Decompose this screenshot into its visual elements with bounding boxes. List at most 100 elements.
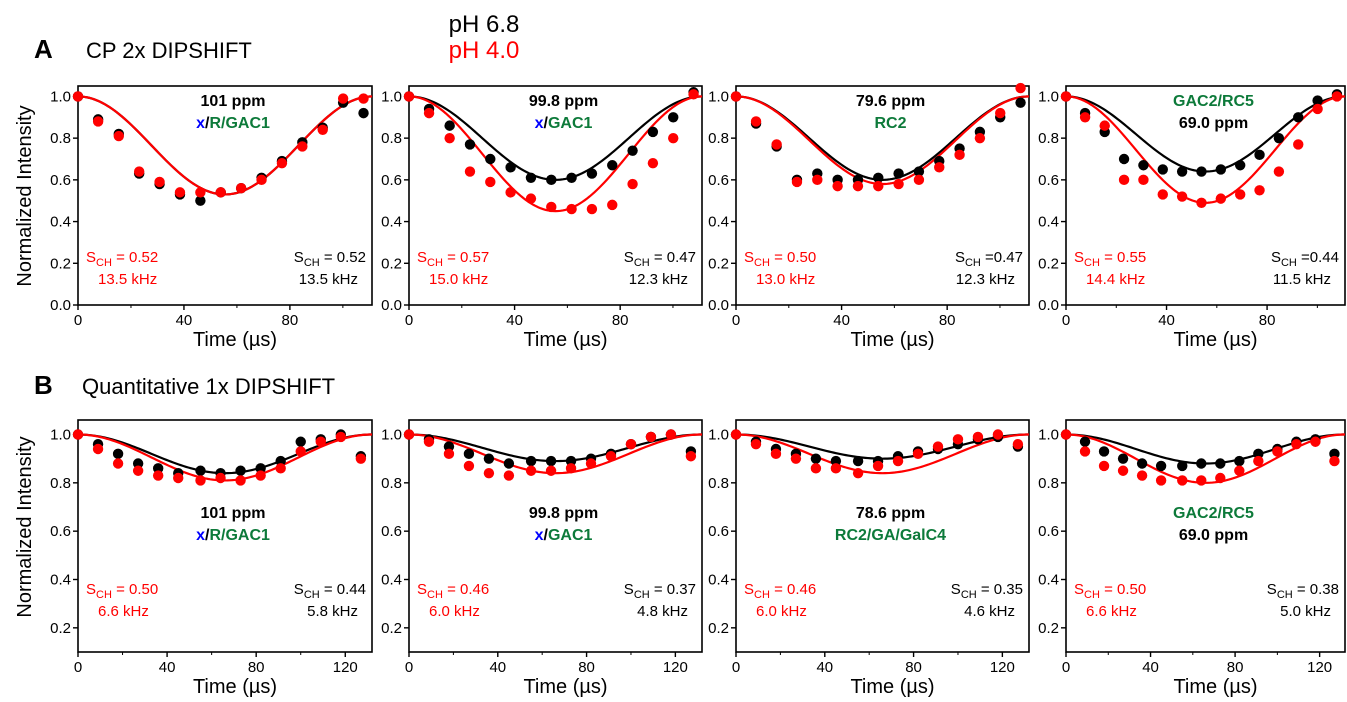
y-tick-label: 0.0: [708, 297, 729, 314]
x-axis-title: Time (µs): [193, 676, 277, 698]
fit-curve-ph40: [77, 95, 373, 196]
x-axis-title: Time (µs): [523, 676, 607, 698]
y-tick-label: 0.4: [381, 572, 402, 589]
data-point-ph40: [647, 157, 659, 169]
coupling-ph68: 13.5 kHz: [299, 271, 358, 288]
s-ch-label-ph40: SCH = 0.46: [744, 581, 816, 601]
y-tick-label: 0.6: [1038, 172, 1059, 189]
annotation-line: GAC2/RC5: [1173, 93, 1254, 110]
data-point-ph68: [235, 465, 246, 476]
y-tick-label: 0.8: [381, 475, 402, 492]
data-point-ph40: [546, 201, 557, 213]
data-point-ph40: [358, 93, 369, 104]
coupling-ph40: 15.0 kHz: [429, 271, 488, 288]
s-subscript: CH: [427, 257, 443, 269]
data-point-ph68: [525, 172, 537, 183]
y-tick-label: 0.6: [381, 172, 402, 189]
data-point-ph68: [195, 465, 206, 476]
x-tick-label: 40: [159, 659, 176, 676]
coupling-ph68: 5.0 kHz: [1280, 603, 1331, 620]
y-tick-label: 0.6: [708, 523, 729, 540]
data-point-ph40: [215, 472, 226, 484]
s-ch-label-ph68: SCH = 0.47: [624, 249, 696, 269]
x-tick-label: 40: [506, 312, 523, 329]
data-point-ph68: [565, 455, 577, 467]
y-tick-label: 0.6: [50, 523, 71, 540]
coupling-ph68: 12.3 kHz: [629, 271, 688, 288]
data-point-ph40: [132, 465, 144, 476]
data-point-ph40: [605, 451, 617, 462]
s-ch-label-ph68: SCH = 0.37: [624, 581, 696, 601]
y-axis-label-a: Normalized Intensity: [14, 105, 36, 286]
annotation-part: 99.8 ppm: [529, 505, 598, 522]
s-ch-label-ph40: SCH = 0.57: [417, 249, 489, 269]
y-tick-label: 0.2: [1038, 620, 1059, 637]
data-point-ph68: [830, 455, 842, 467]
data-point-ph68: [1118, 153, 1130, 165]
annotation-part: x: [535, 115, 544, 132]
data-point-ph68: [464, 139, 476, 150]
x-tick-label: 120: [333, 659, 358, 676]
data-point-ph40: [72, 91, 84, 102]
s-value: = 0.46: [770, 581, 816, 598]
s-subscript: CH: [1084, 589, 1100, 601]
s-subscript: CH: [754, 589, 770, 601]
coupling-ph68: 5.8 kHz: [307, 603, 358, 620]
s-value: = 0.57: [443, 249, 489, 266]
data-point-ph40: [1099, 120, 1110, 131]
s-ch-label-ph40: SCH = 0.52: [86, 249, 158, 269]
s-value: = 0.55: [1100, 249, 1146, 266]
data-point-ph40: [665, 429, 677, 440]
data-point-ph40: [72, 429, 84, 440]
data-point-ph40: [1253, 455, 1264, 467]
data-point-ph40: [832, 180, 843, 192]
annotation-line: RC2: [874, 115, 906, 132]
s-symbol: S: [86, 249, 96, 266]
s-ch-label-ph40: SCH = 0.50: [744, 249, 816, 269]
annotation-line: GAC2/RC5: [1173, 505, 1254, 522]
annotation-part: GAC2/RC5: [1173, 505, 1254, 522]
data-point-ph68: [112, 448, 124, 460]
s-ch-label-ph40: SCH = 0.46: [417, 581, 489, 601]
data-point-ph68: [152, 463, 164, 474]
s-symbol: S: [955, 249, 965, 266]
data-point-ph40: [1272, 446, 1283, 457]
data-point-ph40: [1118, 174, 1130, 186]
data-point-ph40: [625, 438, 637, 450]
s-ch-label-ph68: SCH = 0.38: [1267, 581, 1339, 601]
data-point-ph40: [585, 458, 597, 469]
y-tick-label: 0.6: [708, 172, 729, 189]
data-point-ph68: [195, 195, 206, 206]
coupling-ph68: 4.6 kHz: [964, 603, 1015, 620]
annotation-line: 69.0 ppm: [1179, 527, 1248, 544]
data-point-ph40: [932, 441, 944, 452]
data-point-ph40: [992, 429, 1004, 440]
annotation-line: 99.8 ppm: [529, 93, 598, 110]
data-point-ph40: [873, 180, 884, 192]
s-subscript: CH: [1277, 589, 1293, 601]
data-point-ph68: [647, 126, 659, 138]
y-tick-label: 0.8: [708, 475, 729, 492]
annotation-part: /: [205, 527, 210, 544]
s-ch-label-ph68: SCH = 0.52: [294, 249, 366, 269]
data-point-ph40: [403, 429, 415, 440]
data-point-ph68: [1117, 453, 1129, 464]
data-point-ph40: [1312, 103, 1323, 115]
data-point-ph68: [358, 107, 369, 119]
annotation-part: 78.6 ppm: [856, 505, 925, 522]
data-point-ph40: [256, 174, 267, 186]
data-point-ph40: [174, 187, 186, 198]
data-point-ph40: [355, 453, 367, 464]
data-point-ph40: [485, 176, 496, 188]
s-subscript: CH: [304, 257, 320, 269]
data-point-ph40: [852, 467, 864, 479]
y-axis-label-b: Normalized Intensity: [14, 436, 36, 617]
data-point-ph68: [483, 453, 495, 464]
data-point-ph40: [750, 438, 762, 450]
x-tick-label: 40: [816, 659, 833, 676]
chart-panel-a3: 0 40 80 Time (µs) 0.0 0.2 0.4 0.6 0.8 1.0 79.6 ppm…: [708, 82, 1030, 351]
annotation-part: RC2/GA/GalC4: [835, 527, 946, 544]
annotation-part: /: [544, 527, 549, 544]
data-point-ph40: [255, 470, 266, 481]
s-symbol: S: [624, 249, 634, 266]
